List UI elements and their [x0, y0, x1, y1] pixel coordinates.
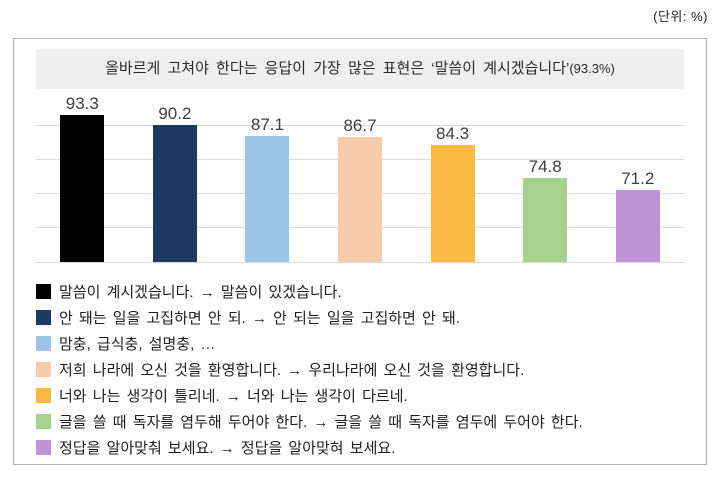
- bar-slot: 71.2: [591, 169, 684, 262]
- bar-slot: 87.1: [221, 115, 314, 262]
- headline-percentage: (93.3%): [569, 61, 615, 76]
- legend-row: 글을 쓸 때 독자를 염두해 두어야 한다. → 글을 쓸 때 독자를 염두에 …: [36, 408, 684, 434]
- bar-value-label: 84.3: [436, 124, 470, 144]
- bar-slot: 86.7: [314, 116, 407, 262]
- legend-swatch: [36, 387, 51, 403]
- legend-swatch: [36, 283, 51, 299]
- bar-slot: 84.3: [406, 124, 499, 262]
- bar: [615, 189, 660, 262]
- legend-row: 저희 나라에 오신 것을 환영합니다. → 우리나라에 오신 것을 환영합니다.: [36, 356, 684, 382]
- legend-row: 너와 나는 생각이 틀리네. → 너와 나는 생각이 다르네.: [36, 382, 684, 408]
- bar: [338, 137, 383, 262]
- legend-row: 맘충, 급식충, 설명충, …: [36, 330, 684, 356]
- legend-row: 안 돼는 일을 고집하면 안 되. → 안 되는 일을 고집하면 안 돼.: [36, 304, 684, 330]
- unit-label: (단위: %): [653, 9, 708, 24]
- bar: [152, 125, 197, 262]
- bar-value-label: 93.3: [65, 93, 99, 113]
- legend-label: 너와 나는 생각이 틀리네. → 너와 나는 생각이 다르네.: [59, 387, 408, 405]
- legend-label: 정답을 알아맞춰 보세요. → 정답을 알아맞혀 보세요.: [59, 439, 396, 457]
- bar-value-label: 87.1: [250, 114, 284, 134]
- bar-slot: 74.8: [499, 157, 592, 262]
- bar-slot: 90.2: [129, 104, 222, 262]
- chart-panel: 올바르게 고쳐야 한다는 응답이 가장 많은 표현은 ‘말씀이 계시겠습니다’(…: [13, 38, 707, 465]
- legend-label: 안 돼는 일을 고집하면 안 되. → 안 되는 일을 고집하면 안 돼.: [59, 309, 460, 327]
- chart-legend: 말씀이 계시겠습니다. → 말씀이 있겠습니다. 안 돼는 일을 고집하면 안 되…: [36, 278, 684, 460]
- legend-swatch: [36, 439, 51, 455]
- legend-row: 말씀이 계시겠습니다. → 말씀이 있겠습니다.: [36, 278, 684, 304]
- chart-headline: 올바르게 고쳐야 한다는 응답이 가장 많은 표현은 ‘말씀이 계시겠습니다’(…: [36, 49, 684, 89]
- bar-value-label: 86.7: [343, 116, 377, 136]
- gridline: [36, 125, 684, 126]
- legend-label: 말씀이 계시겠습니다. → 말씀이 있겠습니다.: [59, 283, 342, 301]
- legend-swatch: [36, 361, 51, 377]
- legend-swatch: [36, 309, 51, 325]
- bar: [245, 135, 290, 262]
- bar: [60, 114, 105, 262]
- legend-row: 정답을 알아맞춰 보세요. → 정답을 알아맞혀 보세요.: [36, 434, 684, 460]
- bar: [430, 145, 475, 262]
- bar-value-label: 74.8: [528, 156, 562, 176]
- legend-swatch: [36, 335, 51, 351]
- bar-value-label: 90.2: [158, 104, 192, 124]
- bar-chart: 93.3 90.2 87.1 86.7 84.3 74.8 71.2: [36, 91, 684, 263]
- legend-label: 글을 쓸 때 독자를 염두해 두어야 한다. → 글을 쓸 때 독자를 염두에 …: [59, 413, 583, 431]
- legend-swatch: [36, 413, 51, 429]
- bar-slot: 93.3: [36, 94, 129, 262]
- headline-text: 올바르게 고쳐야 한다는 응답이 가장 많은 표현은 ‘말씀이 계시겠습니다’: [105, 60, 570, 77]
- bar: [523, 177, 568, 262]
- bar-group: 93.3 90.2 87.1 86.7 84.3 74.8 71.2: [36, 91, 684, 262]
- bar-value-label: 71.2: [621, 168, 655, 188]
- legend-label: 맘충, 급식충, 설명충, …: [59, 335, 216, 353]
- legend-label: 저희 나라에 오신 것을 환영합니다. → 우리나라에 오신 것을 환영합니다.: [59, 361, 525, 379]
